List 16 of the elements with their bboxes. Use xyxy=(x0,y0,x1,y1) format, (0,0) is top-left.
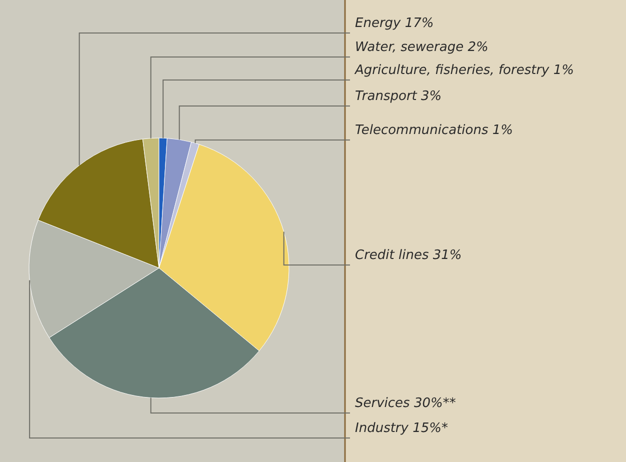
data-label: 2% xyxy=(468,40,488,55)
slice-label: Industry xyxy=(355,421,408,436)
data-label: 30%** xyxy=(414,396,456,411)
slice-label: Water, sewerage xyxy=(355,40,464,55)
data-label: 17% xyxy=(404,16,434,31)
data-label: 3% xyxy=(421,89,442,104)
data-label: 1% xyxy=(492,123,514,138)
slice-label: Energy xyxy=(355,16,401,31)
slice-label: Telecommunications xyxy=(355,123,488,138)
data-label: 1% xyxy=(553,63,574,78)
slice-label: Transport xyxy=(355,89,417,104)
slice-label: Services xyxy=(355,396,410,411)
data-label: 31% xyxy=(432,248,462,263)
data-label: 15%* xyxy=(412,421,448,436)
slice-label: Agriculture, fisheries, forestry xyxy=(355,63,550,78)
slice-label: Credit lines xyxy=(355,248,429,263)
